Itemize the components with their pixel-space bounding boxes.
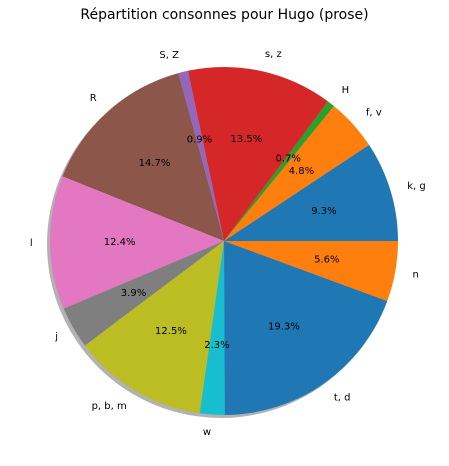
chart-title: Répartition consonnes pour Hugo (prose) — [80, 7, 368, 23]
slice-label-n: n — [412, 270, 418, 281]
pie-slices — [50, 66, 398, 415]
slice-label-w: w — [203, 427, 211, 438]
slice-label-k-g: k, g — [407, 181, 426, 192]
pie-slice-h — [224, 101, 334, 241]
slice-percentages: 9.3% 4.8%0.7% 13.5% 0.9% 14.7% 12.4% 3.9% 12.5%… — [104, 134, 340, 351]
slice-labels: k, g f, v Hs, z S, Z Rl j p, b, m w t, d n — [30, 49, 426, 438]
slice-percent-t-d: 19.3% — [268, 321, 300, 332]
slice-percent-k-g: 9.3% — [311, 206, 336, 217]
slice-percent-w: 2.3% — [204, 340, 229, 351]
pie-slice-s-z — [187, 66, 328, 241]
slice-label-r: R — [90, 93, 97, 104]
slice-percent-p-b-m: 12.5% — [155, 326, 187, 337]
pie-slice-j — [63, 241, 225, 346]
slice-percent-r: 14.7% — [139, 158, 171, 169]
pie-slice-p-b-m — [84, 241, 225, 414]
slice-label-h: H — [342, 85, 350, 96]
slice-label-j: j — [54, 331, 58, 342]
pie-slice-f-v — [224, 106, 370, 241]
slice-percent-l: 12.4% — [104, 237, 136, 248]
slice-percent-h: 0.7% — [275, 154, 300, 165]
pie-slice-l — [50, 176, 225, 309]
slice-percent-f-v: 4.8% — [289, 166, 314, 177]
slice-label-l: l — [30, 238, 33, 249]
slice-percent-n: 5.6% — [314, 254, 339, 265]
pie-slice-w — [199, 241, 225, 415]
pie-slice-n — [224, 241, 398, 302]
slice-label-t-d: t, d — [334, 393, 351, 404]
slice-label-s-z: S, Z — [159, 50, 179, 61]
slice-percent-s-z: 0.9% — [187, 135, 212, 146]
slice-percent-j: 3.9% — [121, 288, 146, 299]
pie-slice-s-z — [178, 70, 224, 241]
slice-label-f-v: f, v — [366, 108, 382, 119]
slice-label-s-z: s, z — [265, 49, 282, 60]
slice-label-p-b-m: p, b, m — [92, 401, 127, 412]
pie-slice-t-d — [224, 241, 388, 415]
pie-slice-k-g — [224, 144, 398, 241]
slice-percent-s-z: 13.5% — [230, 134, 262, 145]
pie-slice-r — [62, 73, 225, 241]
